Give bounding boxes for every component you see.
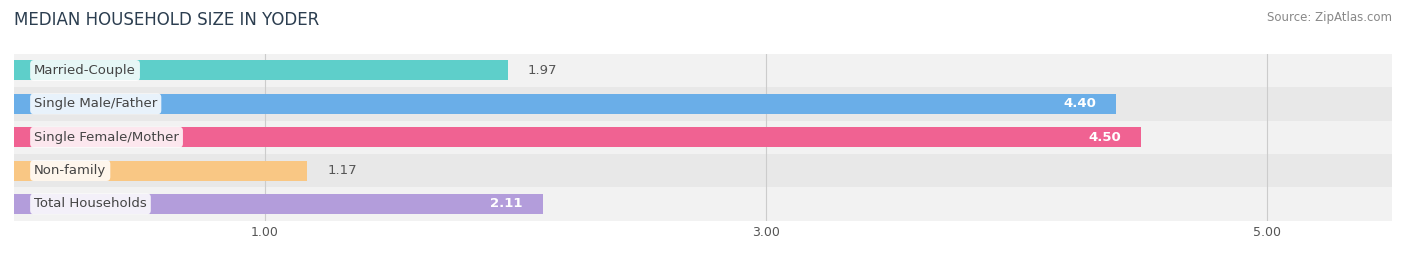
Bar (14, 187, 1392, 221)
Bar (14, 54, 1392, 87)
Text: 4.40: 4.40 (1063, 97, 1097, 110)
Text: 1.97: 1.97 (527, 64, 557, 77)
Text: Single Female/Mother: Single Female/Mother (34, 131, 179, 144)
Text: Source: ZipAtlas.com: Source: ZipAtlas.com (1267, 11, 1392, 24)
Bar (14, 87, 1392, 121)
Bar (14, 127, 1142, 147)
Text: Non-family: Non-family (34, 164, 107, 177)
Text: Married-Couple: Married-Couple (34, 64, 136, 77)
Bar (14, 94, 1116, 114)
Bar (14, 161, 307, 180)
Bar (14, 121, 1392, 154)
Text: MEDIAN HOUSEHOLD SIZE IN YODER: MEDIAN HOUSEHOLD SIZE IN YODER (14, 11, 319, 29)
Bar (14, 154, 1392, 187)
Text: Total Households: Total Households (34, 197, 146, 210)
Text: 2.11: 2.11 (491, 197, 523, 210)
Bar (14, 194, 543, 214)
Text: Single Male/Father: Single Male/Father (34, 97, 157, 110)
Text: 1.17: 1.17 (328, 164, 357, 177)
Text: 4.50: 4.50 (1088, 131, 1122, 144)
Bar (14, 61, 508, 80)
